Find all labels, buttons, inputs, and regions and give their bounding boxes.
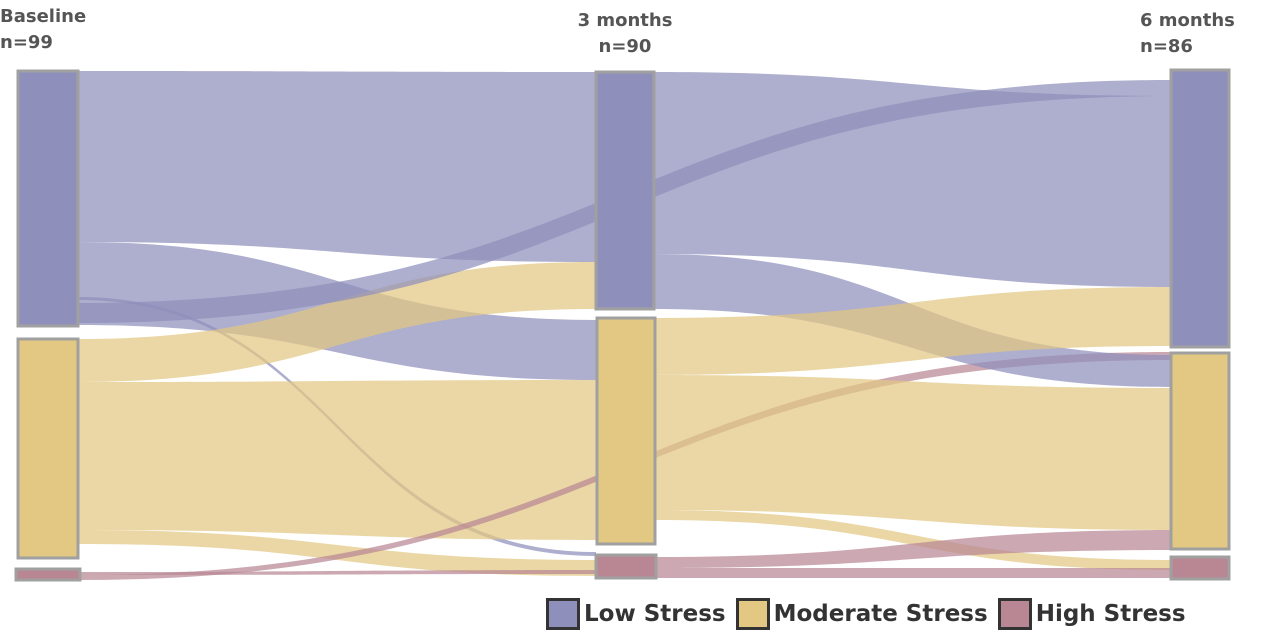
flow-m3-mod-to-m6-high bbox=[655, 510, 1171, 570]
legend-swatch-high bbox=[997, 598, 1032, 630]
node-m6-high bbox=[1169, 555, 1231, 581]
node-m3-high bbox=[594, 553, 658, 580]
column-count: n=90 bbox=[598, 36, 652, 57]
flow-b-low-to-m3-low bbox=[78, 71, 596, 262]
column-label-6-months: 6 months n=86 bbox=[1140, 8, 1269, 60]
column-title: 3 months bbox=[577, 10, 673, 31]
legend-swatch-low bbox=[546, 598, 580, 630]
node-m6-low bbox=[1169, 68, 1231, 349]
column-count: n=86 bbox=[1140, 36, 1193, 57]
flow-m3-mod-to-m6-low bbox=[655, 287, 1171, 375]
node-m3-mod bbox=[595, 316, 657, 546]
column-label-3-months: 3 months n=90 bbox=[560, 8, 690, 60]
node-m3-low bbox=[594, 70, 656, 311]
flow-b-mod-to-m3-high bbox=[78, 530, 596, 576]
node-m6-mod bbox=[1169, 351, 1231, 551]
flow-m3-mod-to-m6-mod bbox=[655, 375, 1171, 530]
column-label-baseline: Baseline n=99 bbox=[0, 4, 87, 56]
legend-item-moderate-stress: Moderate Stress bbox=[735, 598, 988, 630]
flow-m3-high-to-m6-high bbox=[656, 568, 1171, 578]
sankey-nodes bbox=[14, 68, 1231, 582]
legend: Low Stress Moderate Stress High Stress bbox=[546, 594, 1196, 634]
node-b-low bbox=[16, 69, 80, 328]
column-title: Baseline bbox=[0, 6, 87, 27]
flow-m3-high-to-m6-mod bbox=[656, 530, 1171, 568]
legend-swatch-moderate bbox=[735, 598, 770, 630]
legend-label: Low Stress bbox=[584, 601, 726, 627]
node-b-mod bbox=[16, 337, 80, 560]
node-b-high bbox=[14, 567, 82, 582]
flow-b-mod-to-m3-mod bbox=[78, 380, 597, 540]
flow-m3-low-to-m6-low bbox=[654, 72, 1171, 287]
legend-item-high-stress: High Stress bbox=[997, 598, 1186, 630]
legend-label: Moderate Stress bbox=[773, 601, 988, 627]
legend-label: High Stress bbox=[1035, 601, 1186, 627]
legend-item-low-stress: Low Stress bbox=[546, 598, 726, 630]
flow-b-mod-to-m3-low bbox=[78, 262, 596, 382]
column-title: 6 months bbox=[1140, 10, 1235, 31]
column-count: n=99 bbox=[0, 32, 53, 53]
